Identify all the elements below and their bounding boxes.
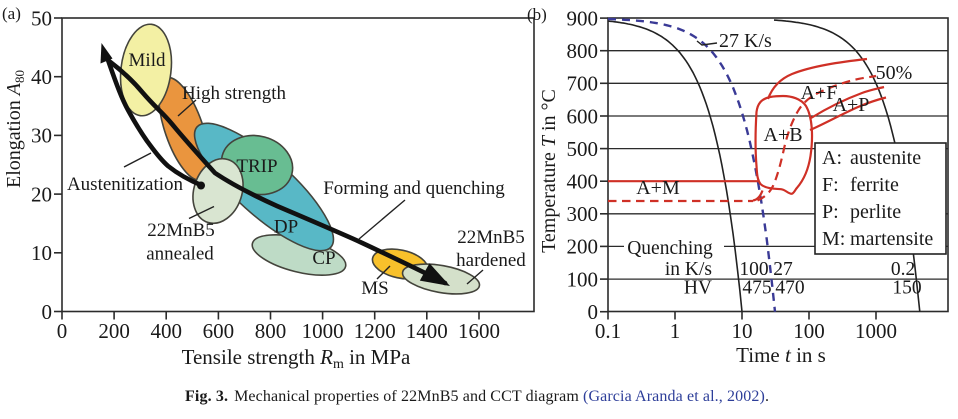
svg-text:F:: F: <box>822 174 839 196</box>
svg-text:1600: 1600 <box>458 319 500 343</box>
svg-text:CP: CP <box>312 248 335 269</box>
svg-text:30: 30 <box>31 124 52 148</box>
svg-text:(b): (b) <box>527 5 547 24</box>
svg-text:M:: M: <box>822 228 845 250</box>
svg-text:in K/s: in K/s <box>665 259 712 280</box>
svg-text:austenite: austenite <box>850 147 921 169</box>
svg-text:600: 600 <box>567 104 599 128</box>
svg-text:1: 1 <box>670 319 681 343</box>
svg-text:50: 50 <box>31 6 52 30</box>
svg-text:0: 0 <box>42 300 53 324</box>
svg-text:ferrite: ferrite <box>850 174 899 196</box>
svg-text:A+P: A+P <box>833 94 870 116</box>
svg-text:Austenitization: Austenitization <box>67 174 184 195</box>
svg-text:perlite: perlite <box>850 201 901 223</box>
svg-text:Quenching: Quenching <box>627 238 713 259</box>
svg-text:1400: 1400 <box>406 319 448 343</box>
svg-text:40: 40 <box>31 65 52 89</box>
svg-text:200: 200 <box>98 319 130 343</box>
svg-text:10: 10 <box>31 241 52 265</box>
svg-text:0.2: 0.2 <box>891 259 915 280</box>
svg-text:400: 400 <box>150 319 182 343</box>
svg-text:TRIP: TRIP <box>236 156 277 177</box>
svg-text:Fig. 3.Mechanical properties o: Fig. 3. Mechanical properties of 22MnB5 a… <box>185 388 769 405</box>
svg-text:Elongation A80: Elongation A80 <box>3 70 27 188</box>
svg-text:27: 27 <box>773 259 793 280</box>
svg-text:475: 475 <box>742 278 771 299</box>
svg-text:100: 100 <box>793 319 825 343</box>
svg-text:400: 400 <box>567 170 599 194</box>
svg-text:HV: HV <box>684 278 712 299</box>
svg-text:500: 500 <box>567 137 599 161</box>
svg-text:27 K/s: 27 K/s <box>719 30 772 52</box>
svg-text:10: 10 <box>732 319 753 343</box>
svg-text:A:: A: <box>822 147 842 169</box>
svg-text:P:: P: <box>822 201 839 223</box>
svg-text:22MnB5: 22MnB5 <box>457 227 525 248</box>
svg-text:Time t in s: Time t in s <box>736 343 826 367</box>
svg-text:300: 300 <box>567 202 599 226</box>
svg-text:DP: DP <box>274 217 298 238</box>
svg-text:1000: 1000 <box>302 319 344 343</box>
svg-text:A+F: A+F <box>801 82 838 104</box>
svg-text:1000: 1000 <box>855 319 897 343</box>
svg-text:20: 20 <box>31 182 52 206</box>
svg-text:700: 700 <box>567 72 599 96</box>
svg-text:Forming and quenching: Forming and quenching <box>323 178 505 199</box>
svg-text:(a): (a) <box>2 4 21 23</box>
svg-text:100: 100 <box>567 267 599 291</box>
svg-text:Tensile strength Rm in MPa: Tensile strength Rm in MPa <box>182 345 411 372</box>
svg-text:Mild: Mild <box>129 50 166 71</box>
svg-text:600: 600 <box>203 319 235 343</box>
svg-text:martensite: martensite <box>850 228 933 250</box>
svg-text:A+M: A+M <box>636 177 680 199</box>
svg-text:hardened: hardened <box>456 250 526 271</box>
svg-text:22MnB5: 22MnB5 <box>147 220 215 241</box>
svg-text:MS: MS <box>361 278 388 299</box>
svg-text:800: 800 <box>567 39 599 63</box>
svg-text:100: 100 <box>739 259 768 280</box>
svg-text:800: 800 <box>255 319 287 343</box>
svg-text:150: 150 <box>892 278 921 299</box>
svg-text:High strength: High strength <box>182 83 286 104</box>
svg-text:0: 0 <box>588 300 599 324</box>
svg-text:470: 470 <box>775 278 804 299</box>
svg-text:0.1: 0.1 <box>595 319 621 343</box>
svg-text:200: 200 <box>567 235 599 259</box>
svg-text:annealed: annealed <box>146 244 214 265</box>
svg-text:1200: 1200 <box>354 319 396 343</box>
svg-text:A+B: A+B <box>763 124 802 146</box>
svg-text:900: 900 <box>567 6 599 30</box>
svg-text:50%: 50% <box>876 62 913 84</box>
svg-text:Temperature T in °C: Temperature T in °C <box>538 89 560 253</box>
svg-text:0: 0 <box>57 319 68 343</box>
